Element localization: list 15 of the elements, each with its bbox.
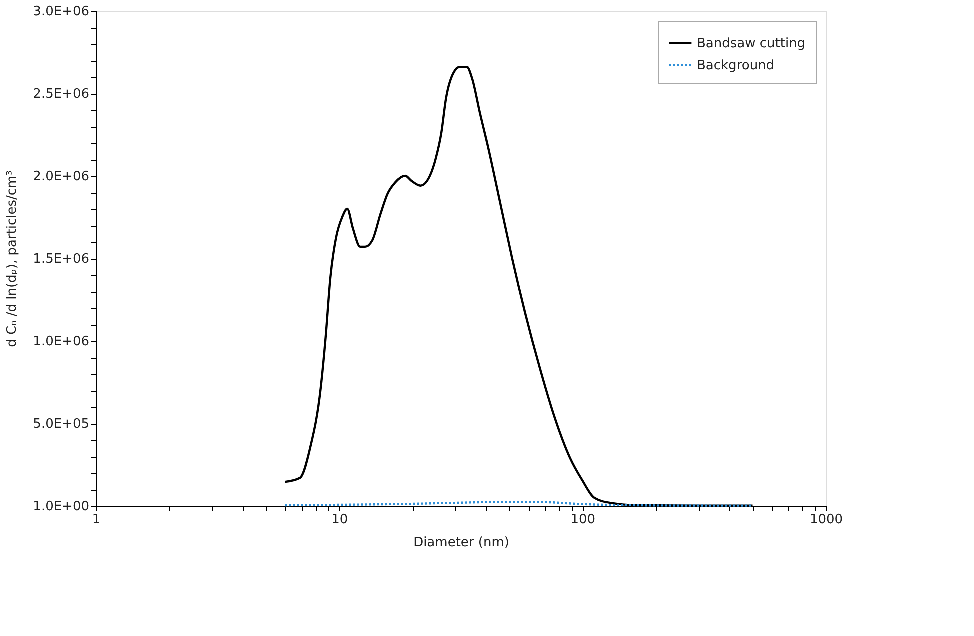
- y-tick-label: 1.5E+06: [33, 252, 90, 267]
- y-tick-label: 2.0E+06: [33, 170, 90, 184]
- x-tick-label: 10: [332, 512, 348, 528]
- legend-label: Background: [697, 58, 775, 74]
- y-tick-label: 1.0E+00: [33, 500, 90, 514]
- legend-label: Bandsaw cutting: [697, 36, 806, 52]
- y-tick-label: 5.0E+05: [33, 417, 90, 432]
- x-tick-label: 1000: [810, 512, 844, 528]
- y-tick-label: 1.0E+06: [33, 334, 90, 350]
- y-axis-title: d Cₙ /d ln(dₚ), particles/cm³: [5, 170, 20, 348]
- x-tick-label: 100: [570, 512, 596, 528]
- x-tick-label: 1: [92, 512, 101, 528]
- y-tick-label: 3.0E+06: [33, 4, 90, 20]
- y-tick-label: 2.5E+06: [33, 87, 90, 102]
- x-axis-title: Diameter (nm): [414, 536, 510, 550]
